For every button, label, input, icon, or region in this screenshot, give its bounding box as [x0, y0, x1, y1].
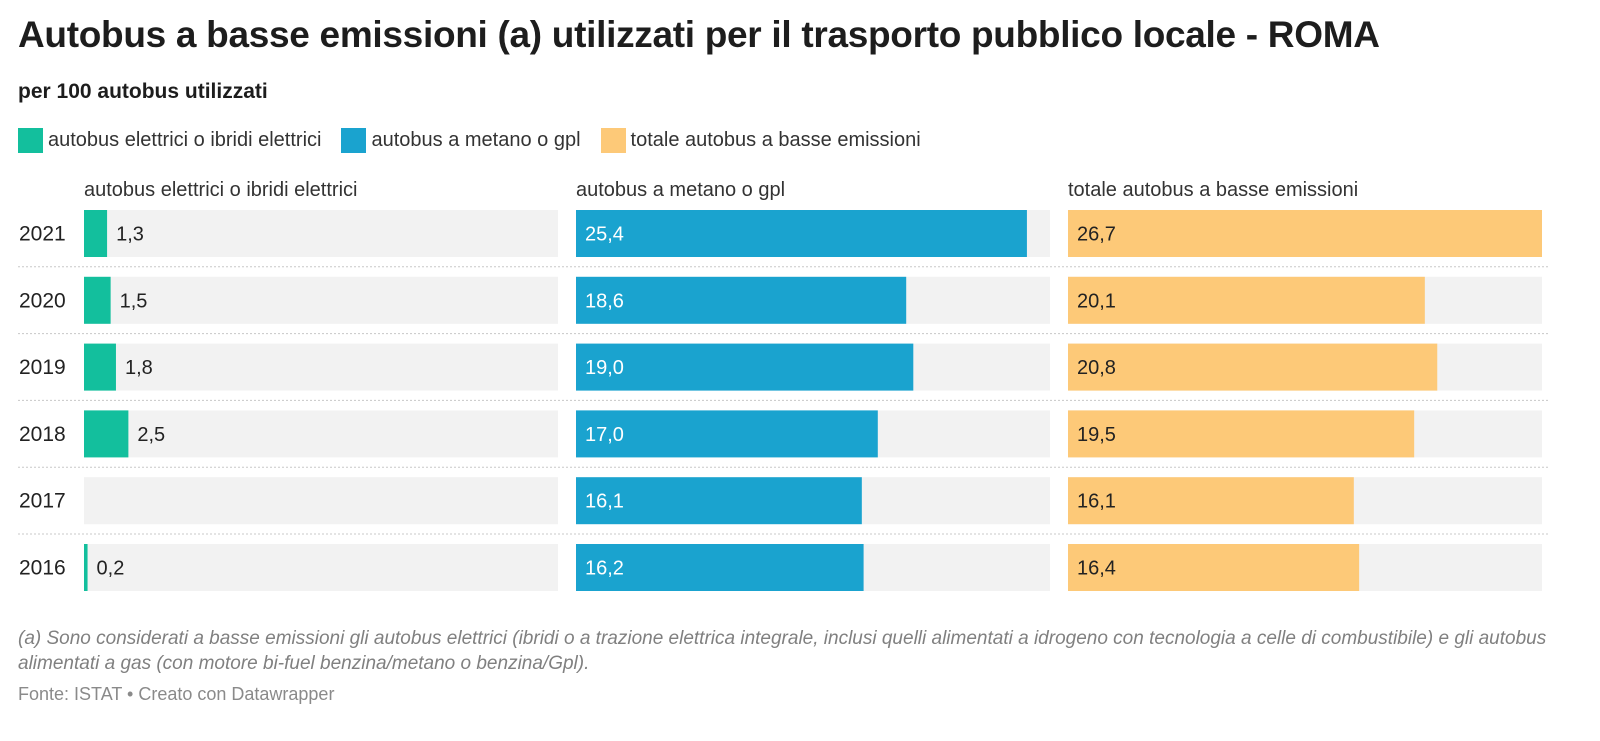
bar-track: [84, 343, 558, 391]
data-label: 26,7: [1077, 224, 1116, 246]
panel-header-1: autobus a metano o gpl: [576, 179, 785, 201]
category-label: 2019: [19, 356, 66, 379]
chart-subtitle: per 100 autobus utilizzati: [18, 80, 268, 103]
bar: [1068, 410, 1415, 458]
category-label: 2017: [19, 490, 66, 513]
legend-swatch-total: [600, 128, 626, 153]
chart-title: Autobus a basse emissioni (a) utilizzati…: [18, 14, 1380, 55]
data-label: 20,8: [1077, 357, 1116, 379]
data-label: 1,3: [116, 224, 144, 246]
bar: [576, 544, 864, 591]
bar-track: [84, 544, 558, 591]
legend-item-methane: autobus a metano o gpl: [341, 128, 581, 153]
legend-label-electric: autobus elettrici o ibridi elettrici: [48, 129, 322, 151]
bar: [84, 343, 116, 391]
bar: [1068, 544, 1360, 591]
data-label: 16,4: [1077, 558, 1116, 580]
bar: [1068, 343, 1438, 391]
data-label: 17,0: [585, 424, 624, 446]
bar: [1068, 276, 1425, 324]
bar: [84, 544, 88, 591]
legend-label-methane: autobus a metano o gpl: [371, 129, 581, 151]
bar: [84, 210, 108, 257]
data-label: 1,5: [120, 290, 148, 312]
bar: [576, 210, 1027, 257]
bar: [576, 276, 907, 324]
source-credit: Fonte: ISTAT • Creato con Datawrapper: [18, 684, 335, 704]
legend-item-total: totale autobus a basse emissioni: [600, 128, 921, 153]
legend-swatch-electric: [18, 128, 43, 153]
data-label: 2,5: [137, 424, 165, 446]
bar: [1068, 477, 1354, 525]
bar-track: [84, 477, 558, 525]
bar: [576, 477, 862, 525]
category-label: 2021: [19, 223, 66, 246]
bar: [1068, 210, 1542, 257]
category-label: 2020: [19, 289, 66, 312]
data-label: 19,5: [1077, 424, 1116, 446]
bar: [84, 276, 111, 324]
category-label: 2018: [19, 423, 66, 446]
data-label: 1,8: [125, 357, 153, 379]
bar-chart: autobus elettrici o ibridi elettrici auto…: [18, 179, 1548, 591]
data-label: 19,0: [585, 357, 624, 379]
bar-track: [84, 410, 558, 458]
bar: [84, 410, 129, 458]
bar-track: [84, 210, 558, 257]
panel-header-2: totale autobus a basse emissioni: [1068, 179, 1358, 201]
legend-item-electric: autobus elettrici o ibridi elettrici: [18, 128, 321, 153]
bar-track: [84, 276, 558, 324]
panel-header-0: autobus elettrici o ibridi elettrici: [84, 179, 357, 201]
data-label: 0,2: [97, 558, 125, 580]
data-label: 16,1: [1077, 491, 1116, 513]
bar: [576, 343, 914, 391]
data-label: 16,1: [585, 491, 624, 513]
data-label: 25,4: [585, 224, 624, 246]
data-label: 16,2: [585, 558, 624, 580]
legend-swatch-methane: [341, 128, 367, 153]
data-label: 18,6: [585, 290, 624, 312]
category-label: 2016: [19, 557, 66, 580]
bar: [576, 410, 878, 458]
legend: autobus elettrici o ibridi elettrici aut…: [18, 128, 941, 153]
legend-label-total: totale autobus a basse emissioni: [630, 129, 921, 151]
footnote: (a) Sono considerati a basse emissioni g…: [18, 628, 1547, 674]
data-label: 20,1: [1077, 290, 1116, 312]
